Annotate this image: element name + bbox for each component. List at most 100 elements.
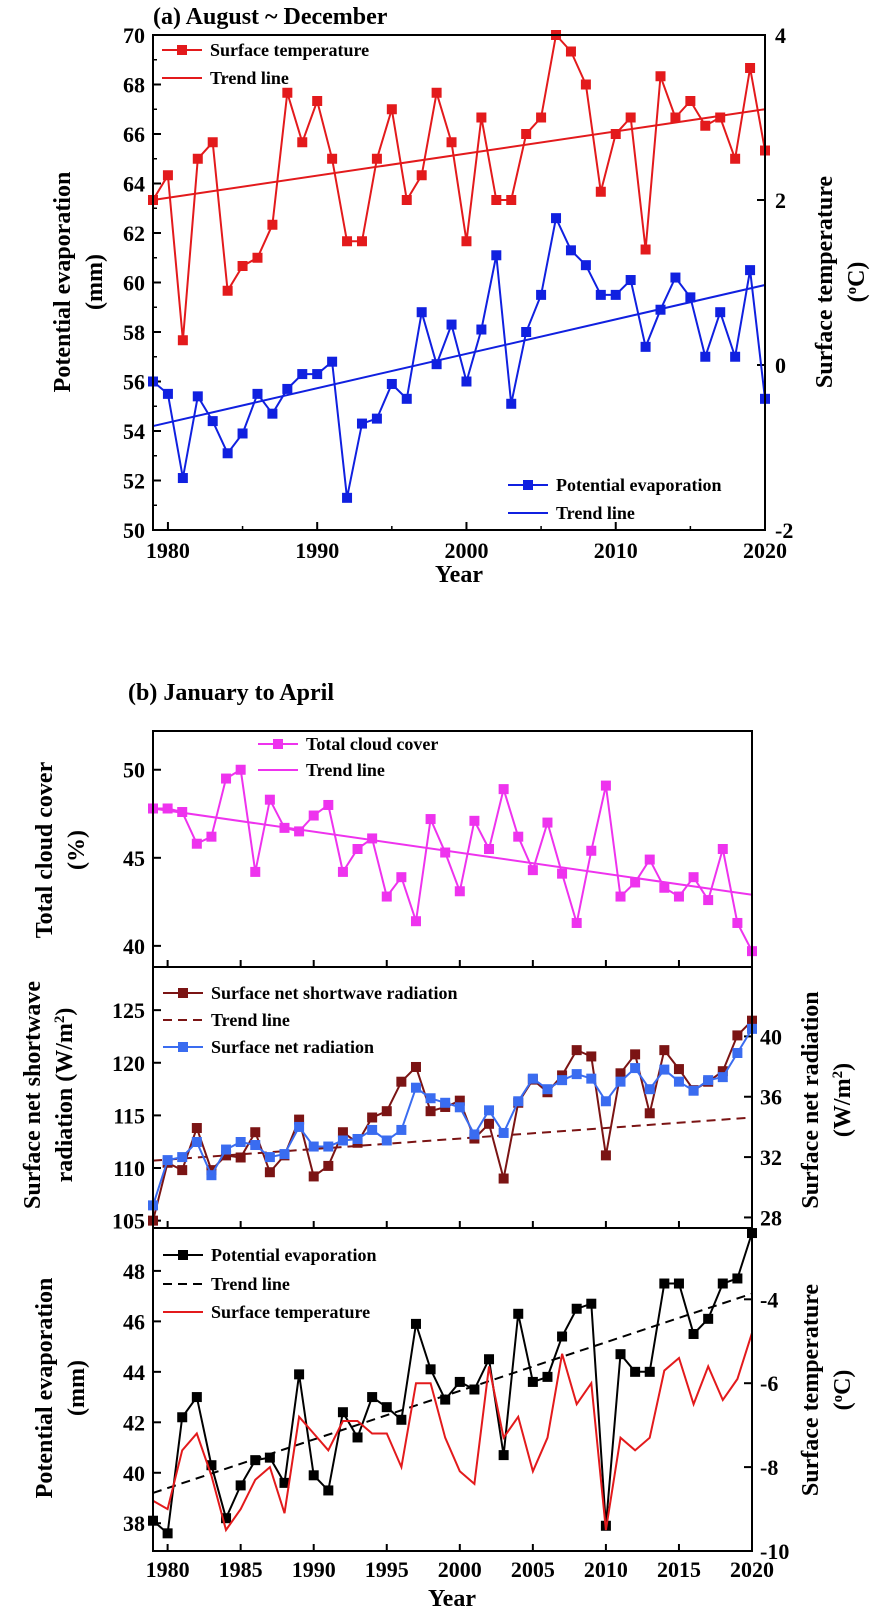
legend-label: Potential evaporation: [556, 475, 721, 495]
b1-series-0-point: [396, 872, 407, 883]
b3-series-0-point: [557, 1331, 568, 1342]
a-series-0-point: [565, 46, 576, 57]
y-left-tick-label: 50: [123, 518, 145, 543]
b3-series-0-point: [177, 1412, 188, 1423]
b3-series-0-point: [206, 1460, 217, 1471]
a-series-2-point: [536, 289, 547, 300]
legend-label: Trend line: [210, 68, 289, 88]
a-series-2-point: [177, 473, 188, 484]
a-series-2-point: [342, 492, 353, 503]
b2-series-2-point: [644, 1084, 655, 1095]
chart-b-panel-3-ylabel-right: Surface temperature (oC): [798, 1284, 856, 1496]
y-left-tick-label: 60: [123, 271, 145, 296]
b1-series-0-point: [513, 831, 524, 842]
b1-series-0-point: [703, 895, 714, 906]
x-tick-label: 1990: [292, 1557, 336, 1582]
b1-series-0-point: [498, 784, 509, 795]
b3-series-0-point: [513, 1308, 524, 1319]
a-series-2-point: [162, 388, 173, 399]
legend-label: Trend line: [211, 1010, 290, 1030]
b3-series-0-point: [586, 1298, 597, 1309]
b2-series-2-point: [425, 1093, 436, 1104]
b2-series-0-point: [630, 1049, 641, 1060]
b2-series-0-point: [221, 1150, 232, 1161]
b1-series-0-point: [644, 854, 655, 865]
a-series-2-point: [327, 356, 338, 367]
b2-series-2-point: [308, 1141, 319, 1152]
b1-series-0-point: [469, 815, 480, 826]
a-series-0-point: [431, 87, 442, 98]
b2-series-0-point: [425, 1106, 436, 1117]
legend-item: Potential evaporation: [163, 1245, 376, 1265]
b3-series-0-point: [352, 1432, 363, 1443]
b1-series-0-point: [381, 891, 392, 902]
svg-text:radiation (W/m2): radiation (W/m2): [52, 1008, 78, 1183]
b3-series-0-point: [191, 1392, 202, 1403]
legend-marker: [178, 1250, 188, 1260]
b1-series-0-point: [630, 877, 641, 888]
svg-text:Surface net shortwave: Surface net shortwave: [20, 981, 46, 1209]
y-left-tick-label: 125: [112, 998, 145, 1023]
y-left-tick-label: 115: [113, 1103, 145, 1128]
b3-series-0-point: [659, 1278, 670, 1289]
a-series-0-point: [506, 195, 517, 205]
svg-text:Surface temperature: Surface temperature: [798, 1284, 824, 1496]
svg-text:(mm): (mm): [82, 254, 108, 310]
b2-series-0-point: [294, 1114, 305, 1125]
y-left-tick-label: 54: [123, 419, 145, 444]
a-series-0-point: [222, 285, 233, 296]
b2-series-2-point: [191, 1137, 202, 1148]
b2-series-2-point: [484, 1105, 495, 1116]
b3-series-1-trend-line: [152, 1292, 753, 1494]
b3-series-0-point: [381, 1402, 392, 1413]
a-series-2-point: [700, 351, 711, 362]
b1-series-0-point: [717, 844, 728, 854]
a-series-2-point: [312, 369, 323, 380]
a-series-0-point: [730, 153, 741, 164]
b2-series-2-point: [615, 1076, 626, 1087]
a-series-0-point: [655, 71, 666, 82]
b3-series-0-point: [294, 1369, 305, 1380]
b2-series-2-point: [264, 1152, 275, 1163]
a-series-2-point: [565, 245, 576, 256]
y-left-tick-label: 52: [123, 469, 145, 494]
b1-series-0-point: [206, 831, 217, 842]
b2-series-2-point: [235, 1137, 246, 1148]
svg-text:(oC): (oC): [830, 1370, 856, 1411]
b3-series-0-point: [440, 1394, 451, 1405]
y-left-tick-label: 38: [123, 1511, 145, 1536]
b3-series-0-point: [250, 1455, 261, 1466]
b2-series-2-point: [527, 1073, 538, 1084]
chart-b: (b) January to April 40 45 50 Total cloud co…: [20, 680, 856, 1612]
b1-series-0-point: [410, 916, 421, 927]
b2-series-2-point: [279, 1149, 290, 1160]
b2-series-2-point: [440, 1097, 451, 1108]
svg-text:Potential evaporation: Potential evaporation: [50, 172, 76, 393]
b3-series-0-point: [469, 1384, 480, 1395]
legend-label: Potential evaporation: [211, 1245, 376, 1265]
b2-series-2-point: [586, 1073, 597, 1084]
legend-label: Trend line: [556, 503, 635, 523]
b2-series-0-point: [235, 1152, 246, 1163]
y-right-tick-label: 32: [760, 1145, 782, 1170]
b3-series-0-point: [337, 1407, 348, 1418]
y-right-tick-label: 0: [775, 353, 786, 378]
x-tick-label: 1985: [219, 1557, 263, 1582]
b2-series-2-point: [337, 1135, 348, 1146]
b3-series-0-point: [615, 1349, 626, 1360]
b1-series-0-point: [250, 866, 261, 877]
b3-series-0-point: [527, 1376, 538, 1387]
b1-series-0-point: [454, 886, 465, 897]
b2-series-2-point: [557, 1075, 568, 1086]
legend-item: Potential evaporation: [508, 475, 721, 495]
b2-series-0-point: [177, 1165, 188, 1176]
b2-series-2-point: [221, 1144, 232, 1155]
b2-series-2-point: [673, 1076, 684, 1087]
b3-series-0-point: [279, 1477, 290, 1488]
y-left-tick-label: 40: [123, 934, 145, 959]
chart-b-panel-1: 40 45 50 Total cloud cover Trend line: [123, 730, 757, 968]
b3-series-0-point: [542, 1371, 553, 1382]
b1-series-0-point: [440, 847, 451, 858]
b2-series-2-point: [513, 1096, 524, 1107]
b2-series-2-point: [294, 1121, 305, 1132]
